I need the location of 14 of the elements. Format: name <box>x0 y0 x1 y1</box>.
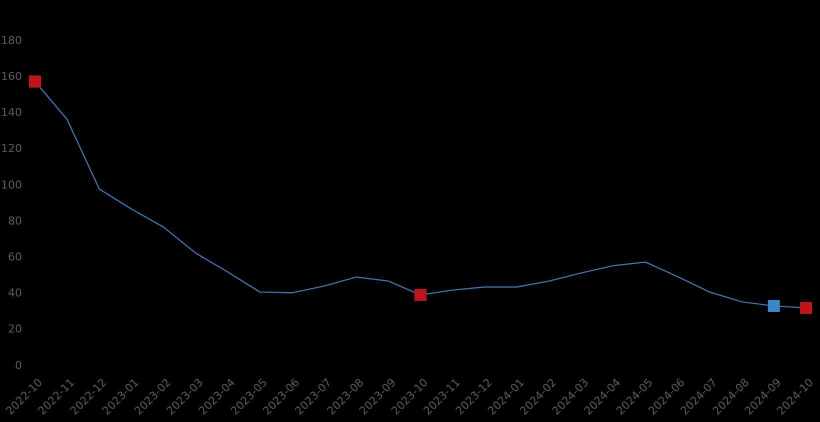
point <box>414 288 426 301</box>
y-tick-label: 60 <box>8 250 22 264</box>
point <box>800 302 812 314</box>
y-tick-label: 80 <box>8 214 22 228</box>
point <box>768 300 780 312</box>
y-tick-label: 40 <box>8 286 22 300</box>
y-tick-label: 160 <box>1 70 22 83</box>
y-tick-label: 100 <box>1 178 22 192</box>
y-tick-label: 120 <box>1 142 22 156</box>
point <box>29 76 41 88</box>
y-tick-label: 140 <box>1 106 22 120</box>
y-tick-label: 180 <box>1 34 22 47</box>
y-tick-label: 0 <box>15 358 22 372</box>
y-tick-label: 20 <box>8 322 22 336</box>
